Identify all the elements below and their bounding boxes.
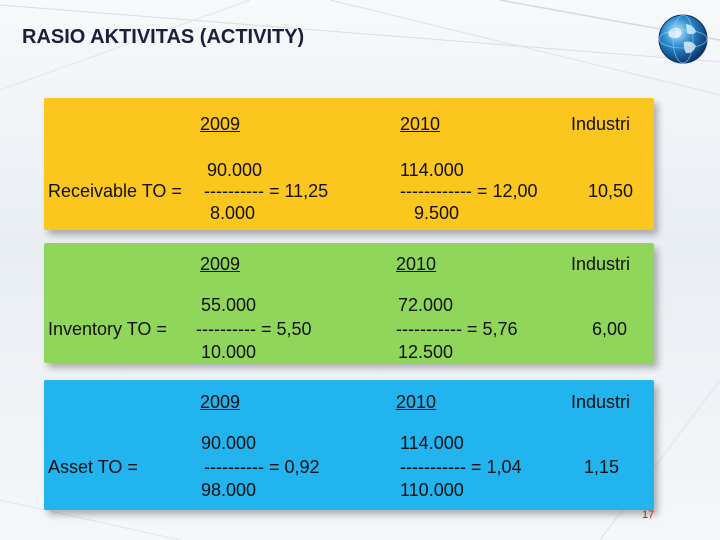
asset-2010-numerator: 114.000 <box>400 433 464 453</box>
receivable-2009-result: ---------- = 11,25 <box>204 181 329 201</box>
asset-2009-denominator: 98.000 <box>201 480 257 500</box>
receivable-2009-numerator: 90.000 <box>207 160 263 180</box>
asset-label: Asset TO = <box>48 457 138 477</box>
receivable-label: Receivable TO = <box>48 181 182 201</box>
globe-icon <box>656 12 710 66</box>
inventory-2009-result: ---------- = 5,50 <box>196 319 312 339</box>
header-2009: 2009 <box>200 114 241 134</box>
asset-2009-result: ---------- = 0,92 <box>204 457 320 477</box>
inventory-turnover-panel: 2009 2010 Industri 55.000 Inventory TO =… <box>44 243 654 363</box>
inventory-2010-denominator: 12.500 <box>398 342 454 362</box>
inventory-industry-value: 6,00 <box>592 319 628 339</box>
inventory-2009-numerator: 55.000 <box>201 295 257 315</box>
header-2009: 2009 <box>200 392 241 412</box>
asset-turnover-panel: 2009 2010 Industri 90.000 Asset TO = ---… <box>44 380 654 510</box>
receivable-2009-denominator: 8.000 <box>210 203 256 223</box>
asset-2010-denominator: 110.000 <box>400 480 464 500</box>
header-industry: Industri <box>571 114 631 134</box>
header-industry: Industri <box>571 254 631 274</box>
receivable-2010-denominator: 9.500 <box>414 203 460 223</box>
receivable-2010-numerator: 114.000 <box>400 160 464 180</box>
header-2010: 2010 <box>396 254 437 274</box>
header-2010: 2010 <box>400 114 441 134</box>
inventory-label: Inventory TO = <box>48 319 167 339</box>
page-number: 17 <box>642 509 655 521</box>
asset-2009-numerator: 90.000 <box>201 433 257 453</box>
inventory-2009-denominator: 10.000 <box>201 342 257 362</box>
receivable-industry-value: 10,50 <box>588 181 634 201</box>
header-industry: Industri <box>571 392 631 412</box>
inventory-2010-numerator: 72.000 <box>398 295 454 315</box>
header-2010: 2010 <box>396 392 437 412</box>
inventory-2010-result: ----------- = 5,76 <box>396 319 518 339</box>
receivable-2010-result: ------------ = 12,00 <box>400 181 538 201</box>
asset-2010-result: ----------- = 1,04 <box>400 457 522 477</box>
header-2009: 2009 <box>200 254 241 274</box>
asset-industry-value: 1,15 <box>584 457 620 477</box>
receivable-turnover-panel: 2009 2010 Industri 90.000 Receivable TO … <box>44 98 654 230</box>
slide-title: RASIO AKTIVITAS (ACTIVITY) <box>22 26 305 48</box>
